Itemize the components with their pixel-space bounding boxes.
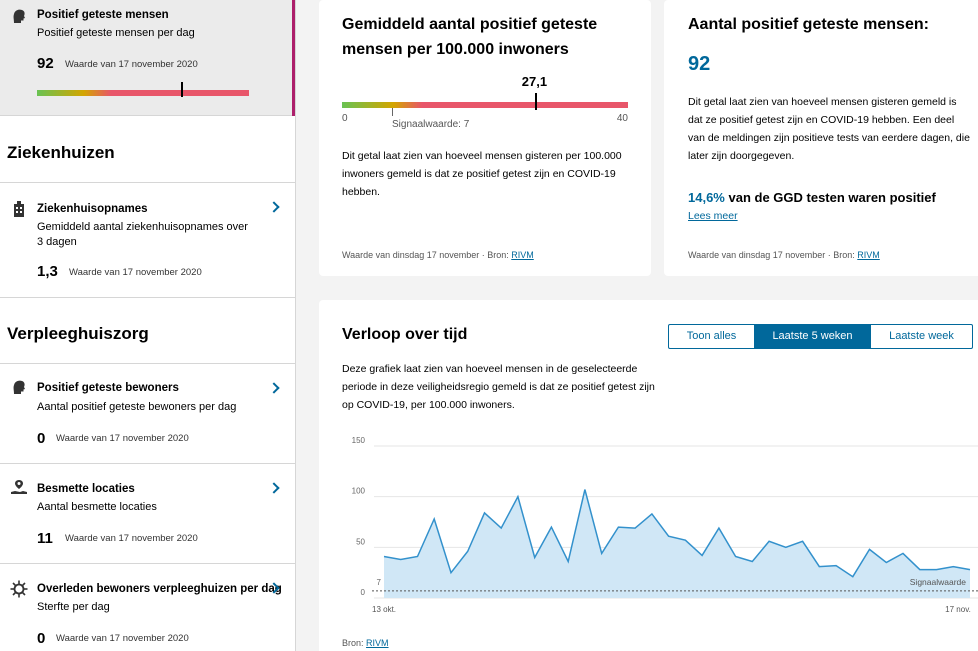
sidebar-item-subtitle: Gemiddeld aantal ziekenhuisopnames over … xyxy=(37,221,248,248)
signal-tick xyxy=(392,108,394,116)
card-source: Waarde van dinsdag 17 november · Bron: R… xyxy=(342,250,534,260)
timeline-chart: 0 50 100 150 7 Signaalwaarde 13 okt. 17 nov. xyxy=(352,436,978,614)
range-button-5-weeks[interactable]: Laatste 5 weken xyxy=(754,324,871,349)
sidebar-item-date: Waarde van 17 november 2020 xyxy=(65,533,198,544)
active-indicator xyxy=(292,0,295,116)
source-link[interactable]: RIVM xyxy=(857,250,880,260)
range-button-all[interactable]: Toon alles xyxy=(668,324,755,349)
card-title: Verloop over tijd xyxy=(342,326,468,343)
source-prefix: Waarde van dinsdag 17 november · Bron: xyxy=(688,250,855,260)
sidebar-item-deceased-residents[interactable]: Overleden bewoners verpleeghuizen per da… xyxy=(0,564,295,651)
card-source: Bron: RIVM xyxy=(342,638,389,648)
person-head-icon xyxy=(13,380,25,394)
sidebar-item-subtitle: Sterfte per dag xyxy=(37,601,110,613)
card-description: Deze grafiek laat zien van hoeveel mense… xyxy=(342,363,655,411)
sidebar-item-value: 92 xyxy=(37,55,54,72)
y-tick-label: 50 xyxy=(356,537,365,546)
sidebar-item-value: 0 xyxy=(37,430,46,447)
y-tick-label: 100 xyxy=(352,487,366,496)
sidebar-item-subtitle: Aantal besmette locaties xyxy=(37,501,157,513)
sidebar-scale-bar xyxy=(37,90,249,96)
source-link[interactable]: RIVM xyxy=(511,250,534,260)
sidebar-item-value: 11 xyxy=(37,530,53,547)
x-tick-label: 13 okt. xyxy=(372,605,396,614)
sidebar-item-infected-locations[interactable]: Besmette locaties Aantal besmette locati… xyxy=(0,464,295,564)
card-average-positive: Gemiddeld aantal positief geteste mensen… xyxy=(319,0,651,276)
sidebar-item-positive-tested[interactable]: Positief geteste mensen Positief geteste… xyxy=(0,0,295,116)
y-tick-label: 0 xyxy=(361,588,366,597)
source-prefix: Bron: xyxy=(342,638,364,648)
sidebar-scale-marker xyxy=(180,82,183,97)
sidebar-item-title: Ziekenhuisopnames xyxy=(37,203,148,215)
card-description: Dit getal laat zien van hoeveel mensen g… xyxy=(688,96,970,162)
card-source: Waarde van dinsdag 17 november · Bron: R… xyxy=(688,250,880,260)
sidebar-item-title: Besmette locaties xyxy=(37,483,135,495)
range-button-week[interactable]: Laatste week xyxy=(870,324,973,349)
signal-line-label: Signaalwaarde xyxy=(910,577,967,587)
section-title-nursing: Verpleeghuiszorg xyxy=(7,324,149,343)
chevron-right-icon[interactable] xyxy=(268,482,280,494)
sidebar-item-subtitle: Aantal positief geteste bewoners per dag xyxy=(37,401,237,413)
signal-label: Signaalwaarde: 7 xyxy=(392,119,470,130)
signal-tick-label: 7 xyxy=(377,578,382,587)
ggd-text: van de GGD testen waren positief xyxy=(728,190,936,205)
sidebar-item-date: Waarde van 17 november 2020 xyxy=(65,59,198,70)
source-link[interactable]: RIVM xyxy=(366,638,389,648)
card-title: Gemiddeld aantal positief geteste mensen… xyxy=(342,16,598,58)
hospital-icon xyxy=(14,201,24,217)
virus-icon xyxy=(10,580,28,598)
sidebar-item-value: 1,3 xyxy=(37,263,58,280)
chart-series-line xyxy=(383,489,971,578)
card-total-positive: Aantal positief geteste mensen: 92 Dit g… xyxy=(664,0,978,276)
sidebar-item-positive-residents[interactable]: Positief geteste bewoners Aantal positie… xyxy=(0,364,295,464)
location-pin-hand-icon xyxy=(11,480,27,494)
scale-max-label: 40 xyxy=(616,113,628,124)
sidebar-item-title: Positief geteste bewoners xyxy=(37,382,179,394)
card-value: 92 xyxy=(688,53,711,75)
card-description: Dit getal laat zien van hoeveel mensen g… xyxy=(342,150,622,198)
sidebar: Positief geteste mensen Positief geteste… xyxy=(0,0,296,651)
scale-value-marker xyxy=(534,93,537,110)
section-title-hospitals: Ziekenhuizen xyxy=(7,143,115,162)
chart-area-fill xyxy=(384,489,970,598)
scale-min-label: 0 xyxy=(342,113,348,124)
scale-bar xyxy=(342,102,628,108)
sidebar-item-subtitle: Positief geteste mensen per dag xyxy=(37,27,195,39)
source-prefix: Waarde van dinsdag 17 november · Bron: xyxy=(342,250,509,260)
ggd-stat: 14,6% van de GGD testen waren positief xyxy=(688,190,936,205)
sidebar-item-title: Overleden bewoners verpleeghuizen per da… xyxy=(37,583,282,595)
y-tick-label: 150 xyxy=(352,436,366,445)
divider xyxy=(0,182,295,183)
sidebar-item-value: 0 xyxy=(37,630,46,647)
sidebar-item-hospital-admissions[interactable]: Ziekenhuisopnames Gemiddeld aantal zieke… xyxy=(0,183,295,298)
sidebar-item-title: Positief geteste mensen xyxy=(37,9,169,21)
sidebar-item-date: Waarde van 17 november 2020 xyxy=(69,267,202,278)
sidebar-item-date: Waarde van 17 november 2020 xyxy=(56,633,189,644)
person-head-icon xyxy=(13,9,25,23)
sidebar-item-date: Waarde van 17 november 2020 xyxy=(56,433,189,444)
divider xyxy=(0,363,295,364)
read-more-link[interactable]: Lees meer xyxy=(688,210,738,222)
chevron-right-icon[interactable] xyxy=(268,201,280,213)
scale-value-label: 27,1 xyxy=(521,74,548,89)
ggd-percentage: 14,6% xyxy=(688,190,725,205)
card-title: Aantal positief geteste mensen: xyxy=(688,16,929,33)
x-tick-label: 17 nov. xyxy=(945,605,971,614)
chevron-right-icon[interactable] xyxy=(268,382,280,394)
